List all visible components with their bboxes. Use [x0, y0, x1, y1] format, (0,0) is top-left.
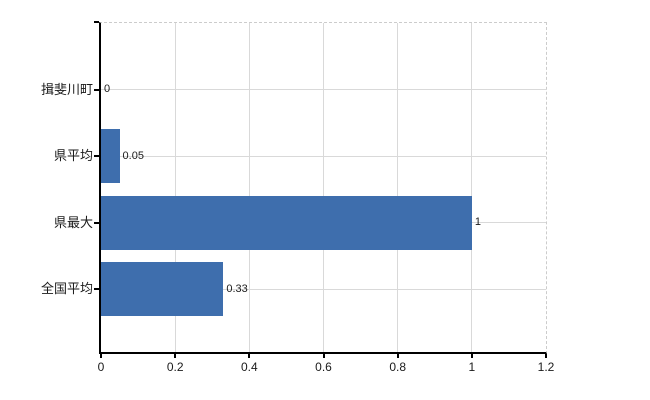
- x-axis-tick-label: 0.2: [166, 360, 184, 374]
- gridline-horizontal: [101, 288, 546, 290]
- x-axis-tick-label: 0: [97, 360, 105, 374]
- plot-inner: 0 0.05 1 0.33: [101, 23, 546, 352]
- category-label: 全国平均: [40, 281, 93, 296]
- y-axis-tick: [94, 288, 99, 290]
- x-axis-tick: [248, 354, 251, 358]
- x-axis-tick: [100, 354, 102, 358]
- gridline-horizontal: [101, 89, 546, 90]
- gridline-vertical: [397, 23, 399, 352]
- bar-value-label: 0: [104, 83, 111, 95]
- gridline-vertical: [471, 23, 473, 352]
- x-axis-tick: [470, 354, 473, 358]
- bar: [101, 195, 472, 250]
- x-axis-tick-label: 1.2: [537, 360, 555, 374]
- bar: [101, 262, 224, 316]
- plot-area: 0 0.05 1 0.33: [99, 22, 547, 354]
- bar-value-label: 1: [474, 216, 481, 228]
- gridline-vertical: [174, 23, 176, 352]
- category-label: 揖斐川町: [40, 81, 93, 97]
- y-axis-tick: [94, 221, 99, 224]
- bar-value-label: 0.33: [226, 282, 248, 295]
- x-axis-tick-label: 0.4: [240, 360, 258, 374]
- x-axis-tick: [322, 354, 325, 358]
- x-axis-tick-label: 0.6: [315, 360, 332, 374]
- category-label: 県最大: [53, 214, 93, 230]
- x-axis-tick: [545, 354, 547, 358]
- y-axis-tick: [94, 155, 99, 157]
- x-axis-tick-label: 1: [468, 360, 476, 374]
- y-axis-tick: [94, 21, 99, 23]
- bar-value-label: 0.05: [122, 149, 144, 162]
- y-axis-tick: [94, 88, 99, 91]
- gridline-vertical: [323, 23, 324, 352]
- x-axis-tick-label: 0.8: [389, 360, 406, 374]
- bar: [101, 129, 120, 183]
- gridline-vertical: [248, 23, 250, 352]
- category-label: 県平均: [53, 148, 93, 163]
- x-axis-tick: [174, 354, 177, 358]
- gridline-horizontal: [101, 155, 546, 157]
- x-axis-tick: [396, 354, 399, 358]
